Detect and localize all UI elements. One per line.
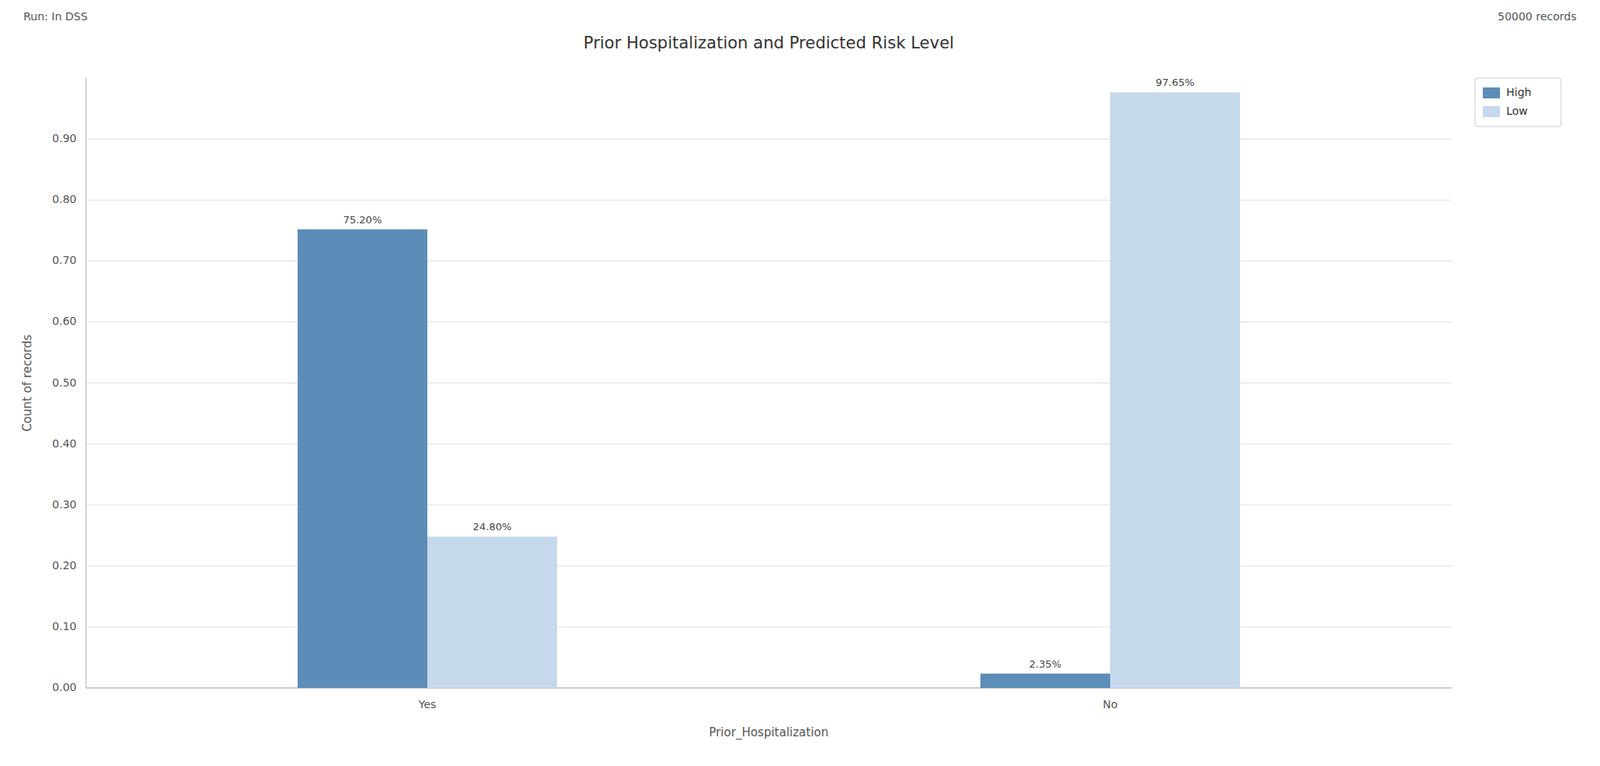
legend-label: Low [1506,104,1529,118]
bar [1110,92,1240,689]
chart-container: 0.00 0.10 0.20 0.30 0.40 0.50 0.60 0.70 0.80 0.90… [0,0,1600,766]
y-tick-label: 0.70 [52,253,77,267]
y-tick-label: 0.90 [52,132,77,145]
chart-svg: 0.00 0.10 0.20 0.30 0.40 0.50 0.60 0.70 0.80 0.90… [0,0,1600,766]
y-tick-label: 0.40 [52,437,77,450]
bar [297,229,428,689]
grid-line [85,321,1452,323]
x-tick-labels: Yes No [417,698,1118,711]
bar [980,674,1111,689]
bar [427,536,558,689]
legend-label: High [1506,85,1532,99]
y-tick-label: 0.50 [52,376,77,390]
legend-frame [1475,78,1561,127]
x-tick-label: No [1102,698,1118,711]
y-grid [85,139,1452,689]
header-annotation: 50000 records [1497,10,1577,23]
data-labels: 75.20% 2.35% 24.80% 97.65% [342,76,1195,670]
y-tick-labels: 0.00 0.10 0.20 0.30 0.40 0.50 0.60 0.70 0.80 0.90 [52,132,77,694]
x-axis-label: Prior_Hospitalization [708,725,829,741]
y-tick-label: 0.30 [52,498,77,511]
legend: High Low [1475,78,1561,127]
data-label: 2.35% [1028,658,1061,671]
y-tick-label: 0.80 [52,192,77,206]
grid-line [85,565,1452,567]
y-tick-label: 0.00 [52,681,77,694]
y-tick-label: 0.20 [52,559,77,572]
grid-line [85,626,1452,628]
grid-line [85,260,1452,262]
header-annotation: Run: In DSS [23,10,88,23]
grid-line [85,139,1452,140]
y-axis-line [85,78,87,689]
grid-line [85,688,1452,690]
y-tick-label: 0.10 [52,620,77,633]
data-label: 97.65% [1155,76,1195,89]
chart-title: Prior Hospitalization and Predicted Risk… [583,33,954,53]
legend-swatch [1482,87,1500,99]
grid-line [85,443,1452,445]
grid-line [85,200,1452,201]
data-label: 24.80% [472,521,512,533]
grid-line [85,504,1452,506]
legend-swatch [1482,106,1500,118]
grid-line [85,382,1452,384]
x-axis-line [85,688,1452,690]
data-label: 75.20% [342,214,383,226]
bars [297,92,1240,689]
y-tick-label: 0.60 [52,314,77,328]
y-axis-label: Count of records [20,334,35,432]
x-tick-label: Yes [417,698,437,711]
